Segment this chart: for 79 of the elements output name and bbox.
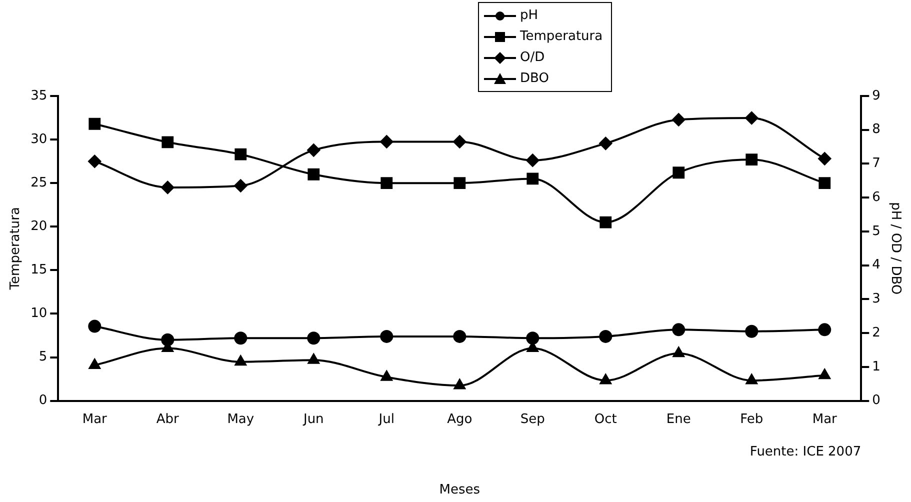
y2-tick-label: 0 [872,393,880,408]
x-tick-label: Ene [666,412,691,427]
point [380,177,393,190]
point [672,113,686,126]
x-tick-label: Abr [156,412,180,427]
y-tick-label: 20 [30,219,48,234]
y-tick-label: 15 [30,262,48,278]
y2-tick-label: 4 [872,258,880,273]
legend-label: pH [520,8,538,23]
point [380,330,394,343]
source-note: Fuente: ICE 2007 [750,444,862,460]
point [600,216,612,228]
x-tick-label: Sep [520,412,545,427]
point [526,172,539,185]
point [234,179,248,192]
y2-tick-label: 5 [872,224,880,239]
point [746,154,758,166]
y2-tick-label: 3 [872,292,880,307]
point [307,144,320,157]
y2-tick-label: 6 [872,190,880,205]
point [162,136,174,148]
y-tick-label: 35 [30,88,48,104]
legend-label: Temperatura [520,29,603,44]
point [454,177,466,190]
x-tick-label: Ago [447,412,472,427]
point [453,330,466,343]
point [526,332,540,345]
point [234,148,247,160]
y2-tick-label: 7 [872,156,880,172]
y2-axis-title: pH / OD / DBO [888,202,903,295]
y-tick-label: 5 [38,350,48,365]
y-tick-label: 10 [30,306,48,322]
point [380,135,394,148]
y2-tick-label: 2 [872,325,880,340]
legend-label: O/D [520,50,545,65]
x-tick-label: Feb [740,412,764,427]
point [234,332,248,345]
y-tick-label: 0 [38,393,48,408]
point [380,370,392,381]
legend-label: DBO [520,71,549,86]
point [672,323,686,336]
point [745,324,758,338]
point [88,320,102,333]
point [672,346,684,358]
y2-tick-label: 8 [872,122,880,138]
point [88,154,102,168]
y-tick-label: 30 [30,132,48,147]
point [599,330,612,343]
point [672,166,685,179]
point [234,355,246,366]
point [88,358,100,369]
x-tick-label: Mar [82,412,108,427]
point [818,177,831,190]
point [818,323,832,336]
x-tick-label: Mar [812,412,838,427]
point [599,136,612,150]
point [600,374,612,384]
point [746,374,758,384]
point [818,152,832,166]
point [526,154,540,167]
point [161,180,174,194]
y-tick-label: 25 [30,175,48,190]
point [745,112,758,125]
x-axis-title: Meses [439,482,480,498]
y2-tick-label: 9 [872,88,880,104]
point [307,332,320,345]
point [453,135,466,148]
point [308,354,320,364]
x-tick-label: May [227,412,254,427]
point [161,333,174,346]
point [88,118,101,130]
point [818,368,830,380]
x-tick-label: Jul [378,412,394,427]
point [454,379,466,390]
x-tick-label: Oct [594,412,617,427]
y2-tick-label: 1 [872,359,880,374]
y-axis-title: Temperatura [8,207,24,291]
x-tick-label: Jun [302,412,324,427]
point [308,168,320,180]
